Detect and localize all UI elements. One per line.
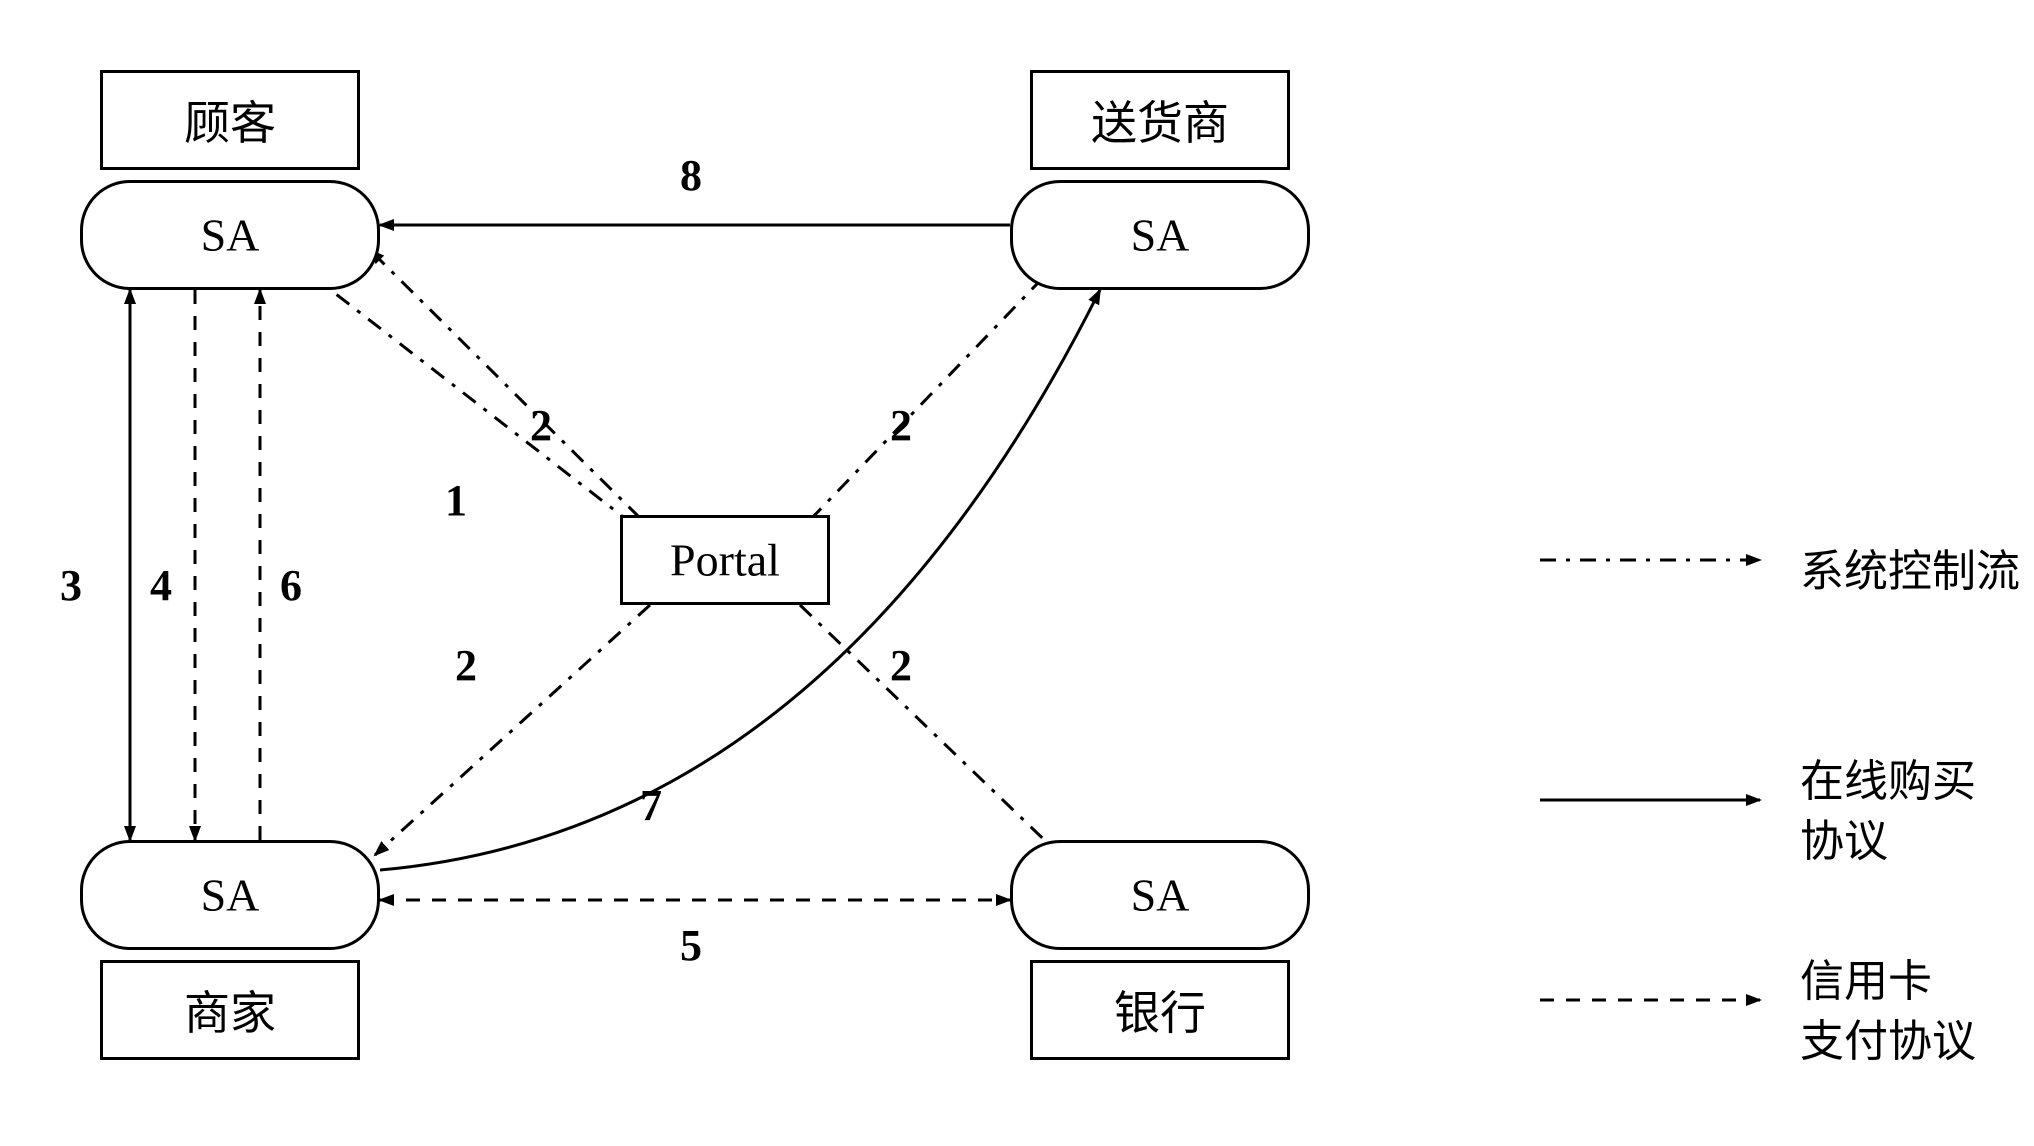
edge-e2b — [810, 260, 1060, 520]
edge-label-e2d: 2 — [890, 640, 912, 691]
edge-label-e5: 5 — [680, 920, 702, 971]
bank-sa: SA — [1010, 840, 1310, 950]
edge-label-e2b: 2 — [890, 400, 912, 451]
sa-label: SA — [201, 869, 260, 922]
shipper-box: 送货商 — [1030, 70, 1290, 170]
customer-box: 顾客 — [100, 70, 360, 170]
edge-label-e1: 1 — [445, 475, 467, 526]
shipper-sa: SA — [1010, 180, 1310, 290]
edge-label-e8: 8 — [680, 150, 702, 201]
diagram-canvas: 顾客 SA 送货商 SA SA 商家 SA 银行 Portal 1 2 2 2 2 3 4 5… — [0, 0, 2034, 1146]
merchant-sa: SA — [80, 840, 380, 950]
bank-box: 银行 — [1030, 960, 1290, 1060]
edge-label-e2c: 2 — [455, 640, 477, 691]
portal-label: Portal — [670, 534, 780, 587]
portal-box: Portal — [620, 515, 830, 605]
edge-e2d — [800, 605, 1060, 855]
shipper-label: 送货商 — [1091, 87, 1229, 153]
legend-text-0-0: 系统控制流 — [1800, 535, 2020, 599]
sa-label: SA — [1131, 209, 1190, 262]
edge-label-e4: 4 — [150, 560, 172, 611]
sa-label: SA — [1131, 869, 1190, 922]
edge-e1 — [305, 270, 640, 530]
edge-e2c — [375, 605, 650, 855]
legend-text-1-1: 协议 — [1800, 805, 1888, 869]
legend-text-2-0: 信用卡 — [1800, 945, 1932, 1009]
edge-label-e6: 6 — [280, 560, 302, 611]
legend-text-2-1: 支付协议 — [1800, 1005, 1976, 1069]
edge-e2a — [370, 250, 640, 518]
edge-label-e3: 3 — [60, 560, 82, 611]
bank-label: 银行 — [1114, 977, 1206, 1043]
edge-label-e7: 7 — [640, 780, 662, 831]
merchant-box: 商家 — [100, 960, 360, 1060]
legend-text-1-0: 在线购买 — [1800, 745, 1976, 809]
edge-label-e2a: 2 — [530, 400, 552, 451]
merchant-label: 商家 — [184, 977, 276, 1043]
customer-sa: SA — [80, 180, 380, 290]
sa-label: SA — [201, 209, 260, 262]
customer-label: 顾客 — [184, 87, 276, 153]
